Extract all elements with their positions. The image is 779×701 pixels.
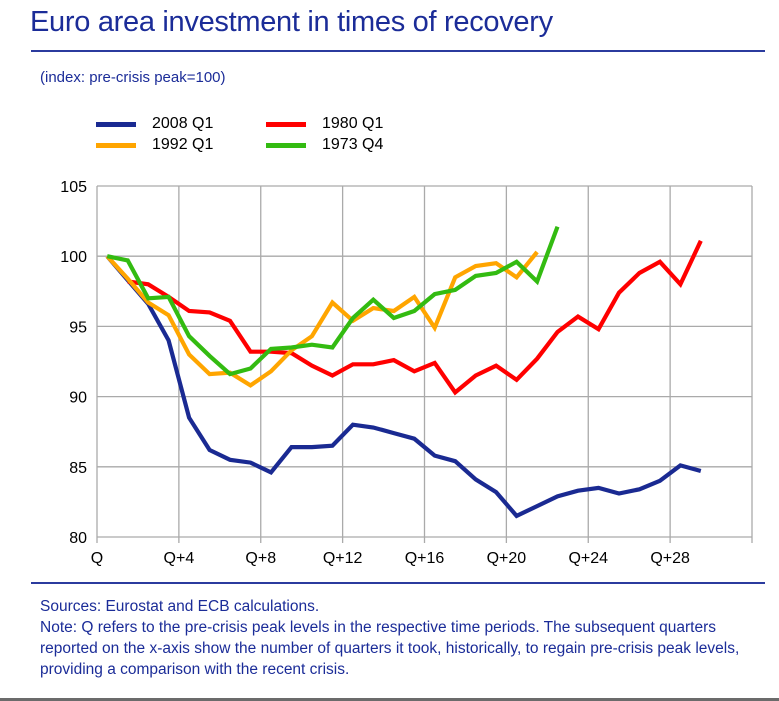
title-divider <box>31 50 765 52</box>
series-line-1980-q1 <box>127 239 703 396</box>
line-chart: 80 85 90 95 100 105 Q Q+4 Q+8 Q+12 Q+16 Q+20 Q+24 Q+… <box>60 179 753 567</box>
series-lines <box>105 225 703 519</box>
x-axis-labels: Q Q+4 Q+8 Q+12 Q+16 Q+20 Q+24 Q+28 <box>91 550 690 567</box>
chart-subtitle: (index: pre-crisis peak=100) <box>40 69 226 86</box>
chart-footer: Sources: Eurostat and ECB calculations. … <box>40 596 770 680</box>
y-tick-label: 90 <box>69 390 87 407</box>
y-tick-label: 95 <box>69 319 87 336</box>
y-tick-label: 100 <box>60 249 87 266</box>
x-tick-label: Q+28 <box>650 550 690 567</box>
legend-label: 1980 Q1 <box>322 115 384 132</box>
y-axis-labels: 80 85 90 95 100 105 <box>60 179 87 547</box>
x-tick-label: Q+24 <box>568 550 608 567</box>
x-tick-label: Q <box>91 550 103 567</box>
y-tick-label: 85 <box>69 460 87 477</box>
legend-swatch <box>96 142 136 148</box>
y-tick-label: 80 <box>69 530 87 547</box>
legend-swatch <box>266 142 306 148</box>
legend-item-1973-q4: 1973 Q4 <box>266 136 383 154</box>
legend-item-1992-q1: 1992 Q1 <box>96 136 213 154</box>
legend-swatch <box>266 121 306 127</box>
legend-label: 1992 Q1 <box>152 136 214 153</box>
chart-title: Euro area investment in times of recover… <box>30 6 553 38</box>
legend-label: 1973 Q4 <box>322 136 384 153</box>
grid-lines <box>96 185 753 543</box>
legend-item-2008-q1: 2008 Q1 <box>96 115 213 133</box>
x-tick-label: Q+16 <box>405 550 445 567</box>
x-tick-label: Q+20 <box>487 550 527 567</box>
legend-item-1980-q1: 1980 Q1 <box>266 115 383 133</box>
series-line-1973-q4 <box>106 225 560 377</box>
series-line-2008-q1 <box>105 254 702 519</box>
x-tick-label: Q+4 <box>164 550 195 567</box>
note-text: Note: Q refers to the pre-crisis peak le… <box>40 619 740 678</box>
series-line-1992-q1 <box>105 250 539 388</box>
sources-text: Sources: Eurostat and ECB calculations. <box>40 598 320 615</box>
legend-swatch <box>96 121 136 127</box>
footer-divider <box>31 582 765 584</box>
bottom-strip <box>0 698 779 701</box>
x-tick-label: Q+12 <box>323 550 363 567</box>
y-tick-label: 105 <box>60 179 87 196</box>
legend-label: 2008 Q1 <box>152 115 214 132</box>
x-tick-label: Q+8 <box>245 550 276 567</box>
